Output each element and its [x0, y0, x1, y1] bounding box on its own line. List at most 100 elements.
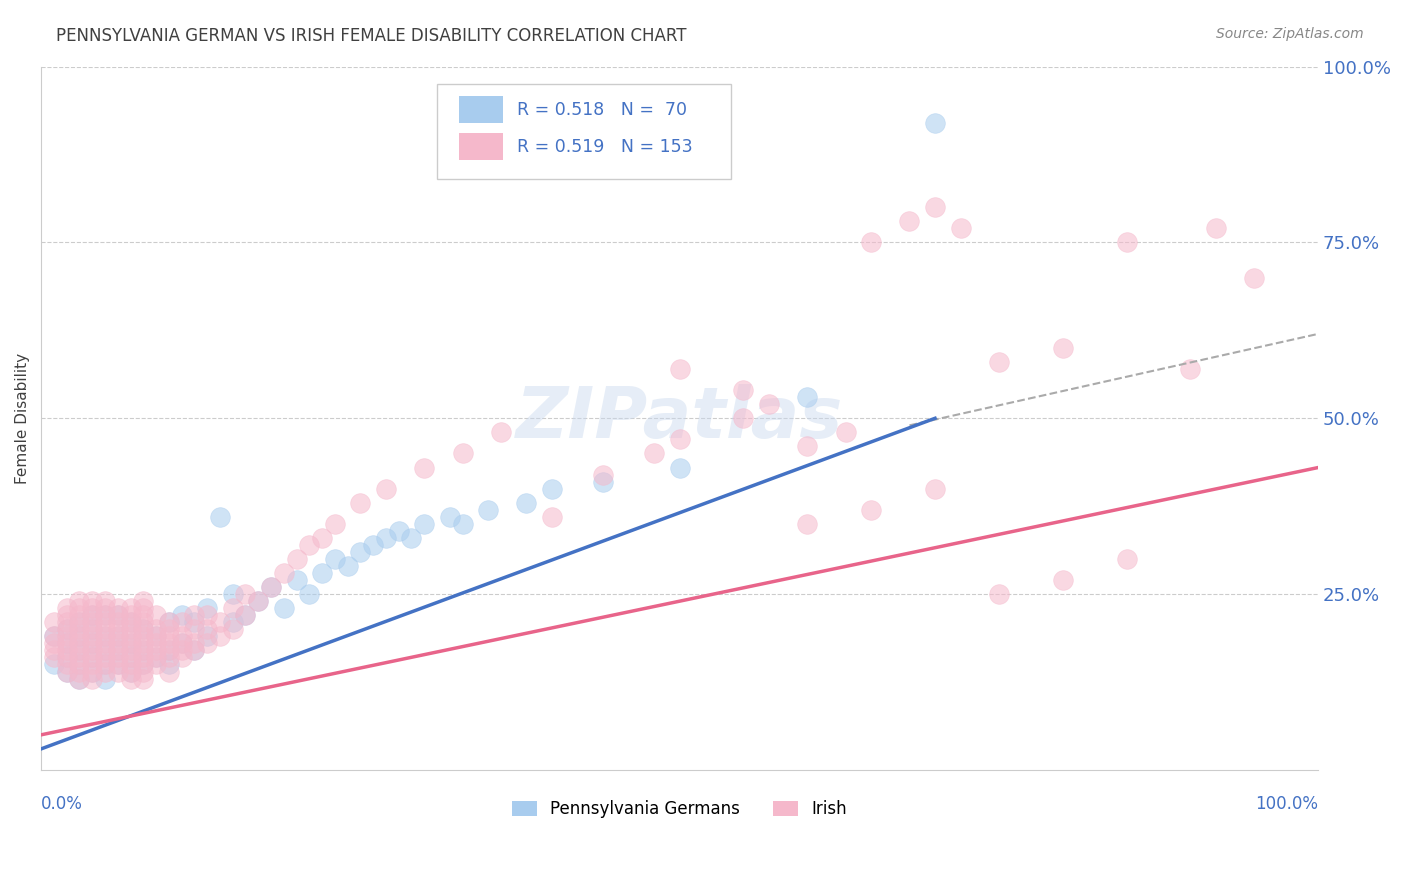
Point	[94, 650, 117, 665]
Point	[413, 460, 436, 475]
Point	[834, 425, 856, 440]
Point	[82, 665, 104, 679]
Point	[94, 665, 117, 679]
Point	[94, 657, 117, 672]
Point	[898, 214, 921, 228]
Point	[132, 623, 155, 637]
Point	[132, 601, 155, 615]
Point	[643, 446, 665, 460]
Text: 0.0%: 0.0%	[41, 795, 83, 813]
Y-axis label: Female Disability: Female Disability	[15, 352, 30, 483]
Point	[247, 594, 270, 608]
Point	[120, 615, 142, 630]
Point	[361, 538, 384, 552]
Point	[195, 623, 218, 637]
Point	[208, 509, 231, 524]
Point	[107, 643, 129, 657]
Point	[349, 496, 371, 510]
Point	[298, 587, 321, 601]
Point	[120, 636, 142, 650]
Point	[195, 608, 218, 623]
Point	[987, 587, 1010, 601]
Point	[67, 650, 90, 665]
Point	[107, 623, 129, 637]
Point	[170, 615, 193, 630]
Point	[451, 446, 474, 460]
Point	[796, 439, 818, 453]
Point	[107, 608, 129, 623]
Point	[107, 601, 129, 615]
Point	[82, 643, 104, 657]
Point	[120, 650, 142, 665]
Point	[451, 516, 474, 531]
Point	[323, 552, 346, 566]
Point	[82, 650, 104, 665]
Point	[592, 475, 614, 489]
Point	[120, 650, 142, 665]
Point	[67, 629, 90, 643]
Point	[260, 580, 283, 594]
Point	[195, 629, 218, 643]
Point	[235, 608, 257, 623]
Point	[107, 657, 129, 672]
Point	[145, 650, 167, 665]
Point	[170, 608, 193, 623]
Point	[120, 657, 142, 672]
Point	[55, 623, 77, 637]
Point	[1052, 573, 1074, 587]
Point	[145, 608, 167, 623]
Point	[401, 531, 423, 545]
Point	[668, 433, 690, 447]
Point	[82, 615, 104, 630]
Point	[82, 665, 104, 679]
Point	[1115, 552, 1137, 566]
Point	[235, 587, 257, 601]
Point	[82, 636, 104, 650]
Point	[924, 482, 946, 496]
Point	[145, 650, 167, 665]
Point	[515, 496, 537, 510]
Point	[145, 623, 167, 637]
Point	[489, 425, 512, 440]
Point	[157, 657, 180, 672]
Point	[374, 482, 396, 496]
Point	[55, 629, 77, 643]
Point	[42, 629, 65, 643]
Point	[82, 594, 104, 608]
Point	[170, 636, 193, 650]
Point	[924, 116, 946, 130]
Point	[67, 608, 90, 623]
Point	[860, 502, 883, 516]
Point	[55, 650, 77, 665]
Text: ZIPatlas: ZIPatlas	[516, 384, 844, 453]
Point	[157, 615, 180, 630]
Point	[107, 650, 129, 665]
Point	[1052, 341, 1074, 355]
Point	[1180, 362, 1202, 376]
Point	[183, 643, 205, 657]
Point	[796, 390, 818, 404]
Point	[145, 657, 167, 672]
Point	[157, 615, 180, 630]
Point	[82, 608, 104, 623]
Point	[170, 629, 193, 643]
Point	[758, 397, 780, 411]
Point	[1115, 235, 1137, 250]
Point	[388, 524, 411, 538]
Point	[221, 623, 243, 637]
Point	[132, 672, 155, 686]
Point	[311, 531, 333, 545]
Point	[157, 650, 180, 665]
Point	[477, 502, 499, 516]
Point	[733, 411, 755, 425]
Point	[157, 629, 180, 643]
Point	[94, 643, 117, 657]
Point	[132, 608, 155, 623]
Point	[1205, 221, 1227, 235]
Point	[42, 650, 65, 665]
Point	[273, 601, 295, 615]
Point	[67, 657, 90, 672]
Point	[82, 672, 104, 686]
Point	[94, 629, 117, 643]
Point	[349, 545, 371, 559]
